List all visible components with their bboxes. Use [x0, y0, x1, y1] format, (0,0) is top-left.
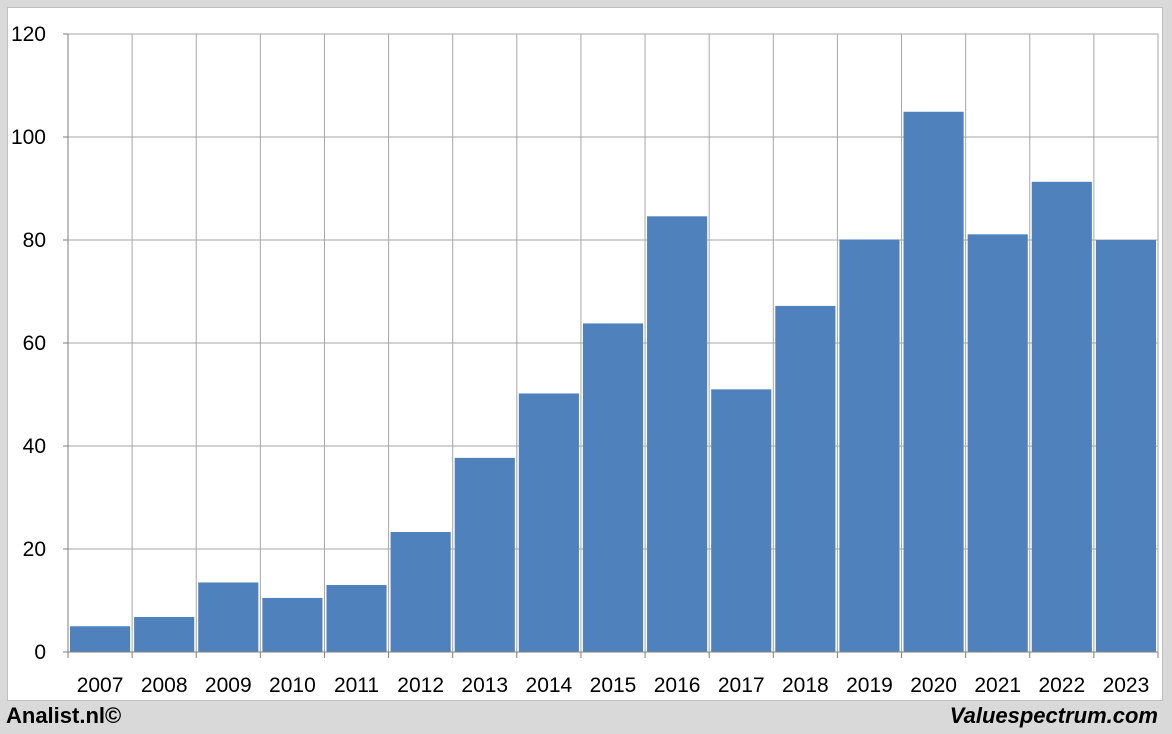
- bar-2007: [70, 626, 131, 652]
- x-tick-label: 2020: [910, 674, 957, 697]
- x-tick-label: 2014: [526, 674, 573, 697]
- x-tick-label: 2007: [77, 674, 124, 697]
- bars: [70, 111, 1156, 653]
- axes: [63, 33, 1159, 658]
- bar-2011: [326, 585, 387, 652]
- bar-2015: [582, 323, 644, 652]
- bar-2018: [775, 305, 836, 652]
- x-tick-label: 2016: [654, 674, 701, 697]
- x-tick-label: 2022: [1038, 674, 1085, 697]
- x-tick-label: 2010: [269, 674, 316, 697]
- bar-2010: [262, 597, 323, 652]
- x-tick-label: 2015: [590, 674, 637, 697]
- x-tick-label: 2019: [846, 674, 893, 697]
- x-tick-label: 2021: [974, 674, 1021, 697]
- x-tick-label: 2009: [205, 674, 252, 697]
- y-tick-label: 60: [23, 332, 46, 355]
- y-tick-label: 40: [23, 435, 46, 458]
- bar-2008: [134, 616, 195, 652]
- x-tick-label: 2017: [718, 674, 765, 697]
- x-tick-label: 2008: [141, 674, 188, 697]
- bar-2013: [454, 457, 515, 652]
- x-tick-label: 2011: [334, 674, 379, 697]
- x-tick-label: 2018: [782, 674, 829, 697]
- y-tick-label: 100: [11, 126, 46, 149]
- y-tick-label: 20: [23, 538, 46, 561]
- x-tick-label: 2012: [397, 674, 444, 697]
- x-tick-label: 2013: [461, 674, 508, 697]
- analist-credit: Analist.nl©: [6, 703, 122, 728]
- valuespectrum-credit: Valuespectrum.com: [949, 703, 1158, 728]
- bar-2020: [903, 111, 964, 652]
- y-tick-label: 80: [23, 229, 46, 252]
- bar-2017: [711, 389, 772, 652]
- tick-labels: 0 20 40 60 80 100 120 2007 2008 2009 2010 2011 2012 2…: [11, 23, 1149, 697]
- bar-2009: [198, 582, 259, 652]
- bar-2019: [839, 239, 900, 653]
- y-tick-label: 0: [34, 641, 46, 664]
- bar-2021: [967, 234, 1028, 652]
- y-tick-label: 120: [11, 23, 46, 46]
- x-tick-label: 2023: [1103, 674, 1150, 697]
- bar-2014: [518, 393, 579, 652]
- bar-2023: [1095, 240, 1156, 652]
- bar-2022: [1031, 181, 1092, 652]
- bar-2016: [647, 216, 708, 652]
- bar-2012: [390, 532, 451, 652]
